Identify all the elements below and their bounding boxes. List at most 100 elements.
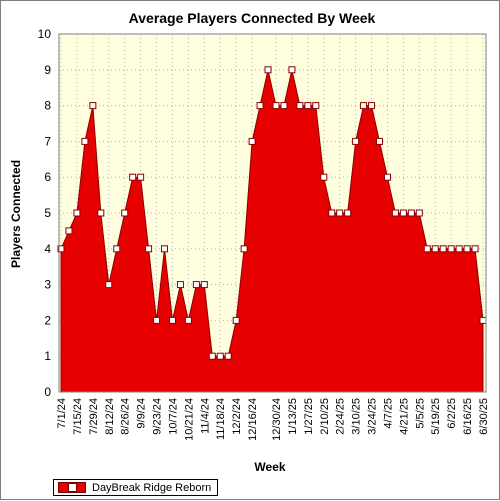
data-point	[216, 352, 224, 360]
x-tick-label: 1/13/25	[287, 398, 299, 435]
y-tick-label: 7	[44, 134, 51, 148]
data-point	[479, 316, 487, 324]
data-point	[423, 245, 431, 253]
x-tick-label: 11/4/24	[199, 398, 211, 434]
data-point	[73, 209, 81, 217]
data-point	[89, 102, 97, 110]
x-axis-ticks: 7/1/24 7/15/24 7/29/24 8/12/24 8/26/24 9/9/24…	[56, 398, 490, 441]
data-point	[113, 245, 121, 253]
y-tick-label: 2	[44, 313, 51, 327]
x-tick-label: 12/30/24	[271, 398, 283, 441]
data-point	[447, 245, 455, 253]
x-tick-label: 5/5/25	[414, 398, 426, 429]
data-point	[81, 137, 89, 145]
data-point	[224, 352, 232, 360]
x-tick-label: 3/10/25	[351, 398, 363, 435]
data-point	[161, 245, 169, 253]
y-tick-label: 5	[44, 206, 51, 220]
data-point	[399, 209, 407, 217]
data-point	[65, 227, 73, 235]
y-axis-label: Players Connected	[9, 160, 23, 268]
legend-swatch	[58, 482, 86, 493]
data-point	[352, 137, 360, 145]
data-point	[240, 245, 248, 253]
x-tick-label: 2/24/25	[335, 398, 347, 435]
x-tick-label: 2/10/25	[319, 398, 331, 435]
data-point	[129, 173, 137, 181]
x-tick-label: 7/15/24	[72, 398, 84, 435]
x-tick-label: 10/21/24	[183, 398, 195, 441]
data-point	[328, 209, 336, 217]
x-tick-label: 4/7/25	[382, 398, 394, 429]
data-point	[463, 245, 471, 253]
data-point	[248, 137, 256, 145]
data-point	[375, 137, 383, 145]
data-point	[312, 102, 320, 110]
chart-title: Average Players Connected By Week	[129, 10, 376, 26]
x-tick-label: 6/30/25	[478, 398, 490, 435]
data-point	[415, 209, 423, 217]
data-markers	[57, 66, 487, 360]
x-tick-label: 7/1/24	[56, 398, 68, 429]
data-point	[168, 316, 176, 324]
x-tick-label: 10/7/24	[167, 398, 179, 435]
x-tick-label: 4/21/25	[398, 398, 410, 435]
data-point	[272, 102, 280, 110]
data-point	[256, 102, 264, 110]
data-point	[145, 245, 153, 253]
x-tick-label: 3/24/25	[367, 398, 379, 435]
x-tick-label: 11/18/24	[215, 398, 227, 440]
y-tick-label: 3	[44, 278, 51, 292]
data-point	[296, 102, 304, 110]
x-tick-label: 8/26/24	[120, 398, 132, 435]
data-point	[192, 281, 200, 289]
data-point	[368, 102, 376, 110]
data-point	[153, 316, 161, 324]
y-tick-label: 4	[44, 242, 51, 256]
x-tick-label: 8/12/24	[104, 398, 116, 435]
data-point	[471, 245, 479, 253]
data-point	[200, 281, 208, 289]
x-axis-label: Week	[254, 460, 285, 474]
legend-label: DayBreak Ridge Reborn	[92, 481, 212, 494]
x-tick-label: 1/27/25	[303, 398, 315, 435]
data-point	[407, 209, 415, 217]
data-point	[137, 173, 145, 181]
y-tick-label: 9	[44, 63, 51, 77]
y-tick-label: 1	[44, 349, 51, 363]
x-tick-label: 5/19/25	[430, 398, 442, 435]
y-tick-label: 6	[44, 170, 51, 184]
data-point	[264, 66, 272, 74]
data-point	[304, 102, 312, 110]
y-axis-ticks: 0 1 2 3 4 5 6 7 8 9 10	[38, 27, 52, 399]
plot-border	[58, 33, 487, 393]
data-point	[176, 281, 184, 289]
legend: DayBreak Ridge Reborn	[53, 479, 219, 496]
x-tick-label: 9/23/24	[152, 398, 164, 435]
data-point	[320, 173, 328, 181]
data-point	[439, 245, 447, 253]
data-point	[288, 66, 296, 74]
data-point	[57, 245, 65, 253]
x-tick-label: 6/2/25	[446, 398, 458, 429]
x-tick-label: 7/29/24	[88, 398, 100, 435]
data-point	[105, 281, 113, 289]
x-tick-label: 12/2/24	[231, 398, 243, 435]
x-tick-label: 9/9/24	[136, 398, 148, 429]
data-point	[208, 352, 216, 360]
y-tick-label: 10	[38, 27, 52, 41]
x-tick-label: 12/16/24	[247, 398, 259, 441]
data-point	[232, 316, 240, 324]
data-point	[336, 209, 344, 217]
data-point	[391, 209, 399, 217]
data-point	[280, 102, 288, 110]
data-point	[360, 102, 368, 110]
data-point	[455, 245, 463, 253]
y-tick-label: 8	[44, 99, 51, 113]
data-point	[184, 316, 192, 324]
data-point	[431, 245, 439, 253]
data-point	[121, 209, 129, 217]
x-tick-label: 6/16/25	[462, 398, 474, 435]
